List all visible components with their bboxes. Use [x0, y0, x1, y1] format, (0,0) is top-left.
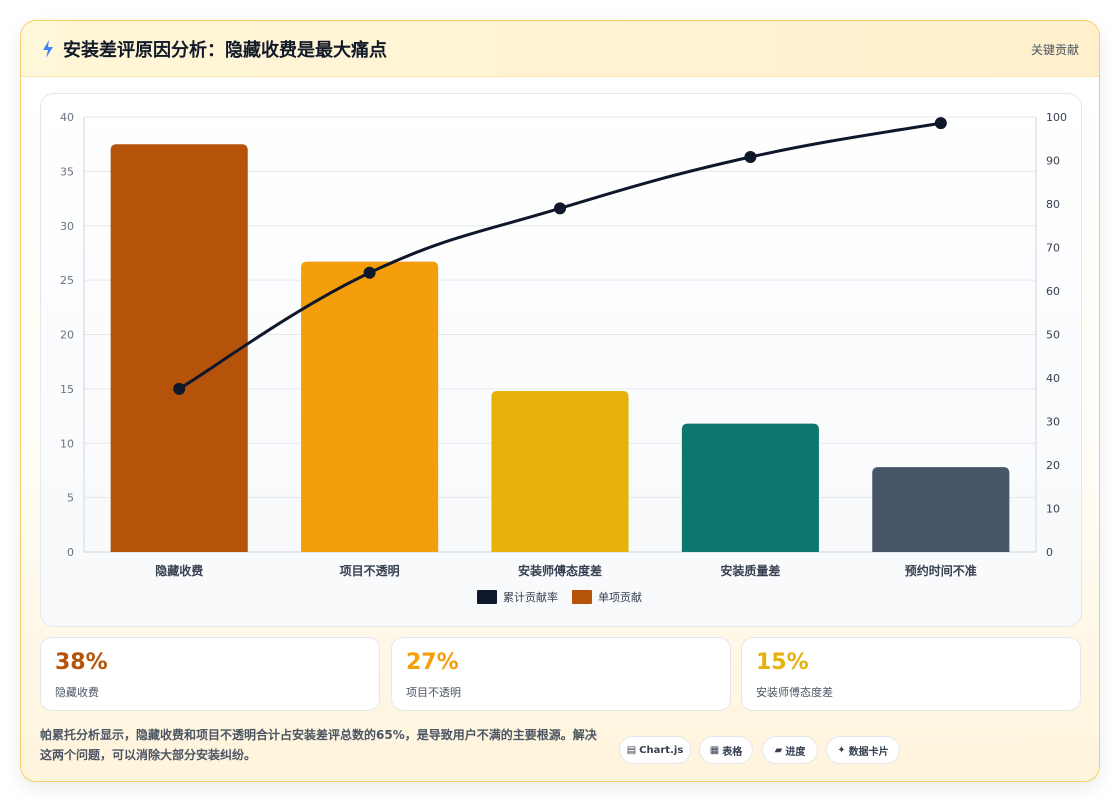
legend-label: 单项贡献 [598, 590, 642, 604]
x-tick-label: 安装质量差 [720, 563, 780, 578]
bar [681, 423, 819, 552]
stat-value: 15% [756, 650, 809, 675]
x-tick-label: 预约时间不准 [905, 563, 977, 578]
bar [872, 467, 1010, 552]
chartjs-pill[interactable]: ▤ Chart.js [619, 736, 691, 764]
pill-label: 数据卡片 [848, 746, 889, 758]
chart-panel: 0 5 10 15 20 25 30 35 40 0 10 20 30 40 50 60 70 80 90 100 隐藏… [40, 93, 1082, 627]
bolt-icon [43, 40, 53, 58]
x-tick-label: 项目不透明 [340, 564, 400, 578]
stat-card: 38% 隐藏收费 [40, 637, 380, 711]
pill-label: 表格 [722, 746, 743, 758]
y-right-tick-label: 100 [1046, 111, 1067, 124]
y-left-tick-label: 40 [60, 111, 74, 124]
y-right-tick-label: 80 [1046, 198, 1060, 211]
y-left-tick-label: 20 [60, 329, 74, 342]
cumulative-line [178, 121, 942, 391]
stat-label: 项目不透明 [406, 686, 461, 699]
y-left-tick-label: 5 [67, 492, 74, 505]
y-right-tick-label: 70 [1046, 242, 1060, 255]
y-right-tick-label: 60 [1046, 285, 1060, 298]
x-tick-label: 安装师傅态度差 [518, 563, 602, 578]
page-title: 安装差评原因分析：隐藏收费是最大痛点 [63, 40, 387, 61]
pareto-chart: 0 5 10 15 20 25 30 35 40 0 10 20 30 40 50 60 70 80 90 100 隐藏… [60, 111, 1067, 604]
pill-label: Chart.js [639, 744, 684, 756]
legend-swatch [572, 590, 592, 604]
stat-label: 隐藏收费 [55, 686, 99, 699]
pill-label: 进度 [785, 746, 806, 758]
sparkle-icon: ✦ [837, 744, 846, 756]
table-pill[interactable]: ▦ 表格 [699, 736, 753, 764]
chart-icon: ▤ [626, 744, 637, 756]
key-contribution-tag: 关键贡献 [1030, 43, 1079, 57]
bar [301, 261, 439, 552]
y-right-tick-label: 50 [1046, 329, 1060, 342]
bar [491, 391, 629, 552]
y-right-tick-label: 90 [1046, 155, 1060, 168]
progress-pill[interactable]: ▰ 进度 [762, 736, 818, 764]
data-card-pill[interactable]: ✦ 数据卡片 [826, 736, 900, 764]
cumulative-point [363, 266, 376, 279]
analysis-card: 安装差评原因分析：隐藏收费是最大痛点 关键贡献 0 5 10 15 20 25 30 35 40… [20, 20, 1100, 782]
y-right-tick-label: 10 [1046, 503, 1060, 516]
bar [110, 144, 248, 552]
y-right-tick-label: 20 [1046, 459, 1060, 472]
stat-card: 15% 安装师傅态度差 [741, 637, 1081, 711]
x-tick-label: 隐藏收费 [155, 563, 203, 578]
y-right-tick-label: 40 [1046, 372, 1060, 385]
y-left-tick-label: 25 [60, 274, 74, 287]
progress-icon: ▰ [774, 744, 783, 756]
cumulative-point [554, 202, 566, 215]
legend-label: 累计贡献率 [503, 590, 558, 604]
summary-text: 帕累托分析显示，隐藏收费和项目不透明合计占安装差评总数的65%，是导致用户不满的… [40, 728, 597, 762]
y-right-tick-label: 0 [1046, 546, 1053, 559]
stat-card: 27% 项目不透明 [391, 637, 731, 711]
cumulative-point [173, 382, 186, 395]
y-left-tick-label: 0 [67, 546, 74, 559]
stat-value: 27% [406, 650, 459, 675]
table-icon: ▦ [709, 744, 720, 756]
card-header: 安装差评原因分析：隐藏收费是最大痛点 关键贡献 [21, 21, 1099, 77]
y-right-tick-label: 30 [1046, 416, 1060, 429]
stat-value: 38% [55, 650, 108, 675]
y-left-tick-label: 30 [60, 220, 74, 233]
legend-swatch [477, 590, 497, 604]
cumulative-point [744, 151, 757, 164]
y-left-tick-label: 15 [60, 383, 74, 396]
y-left-tick-label: 10 [60, 437, 74, 450]
y-left-tick-label: 35 [60, 165, 74, 178]
stat-label: 安装师傅态度差 [756, 686, 833, 699]
cumulative-point [934, 117, 947, 130]
